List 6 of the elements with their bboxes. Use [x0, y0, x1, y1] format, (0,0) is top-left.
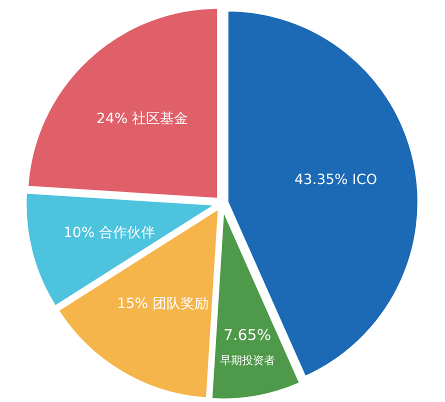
slice-label: 43.35% ICO	[294, 172, 378, 188]
slice-label: 15% 团队奖励	[116, 296, 209, 312]
data-label: 7.65%	[223, 326, 272, 344]
slice-label: 早期投资者	[220, 354, 275, 367]
slice-label: 10% 合作伙伴	[64, 224, 156, 241]
slice-label: 24% 社区基金	[96, 111, 188, 128]
